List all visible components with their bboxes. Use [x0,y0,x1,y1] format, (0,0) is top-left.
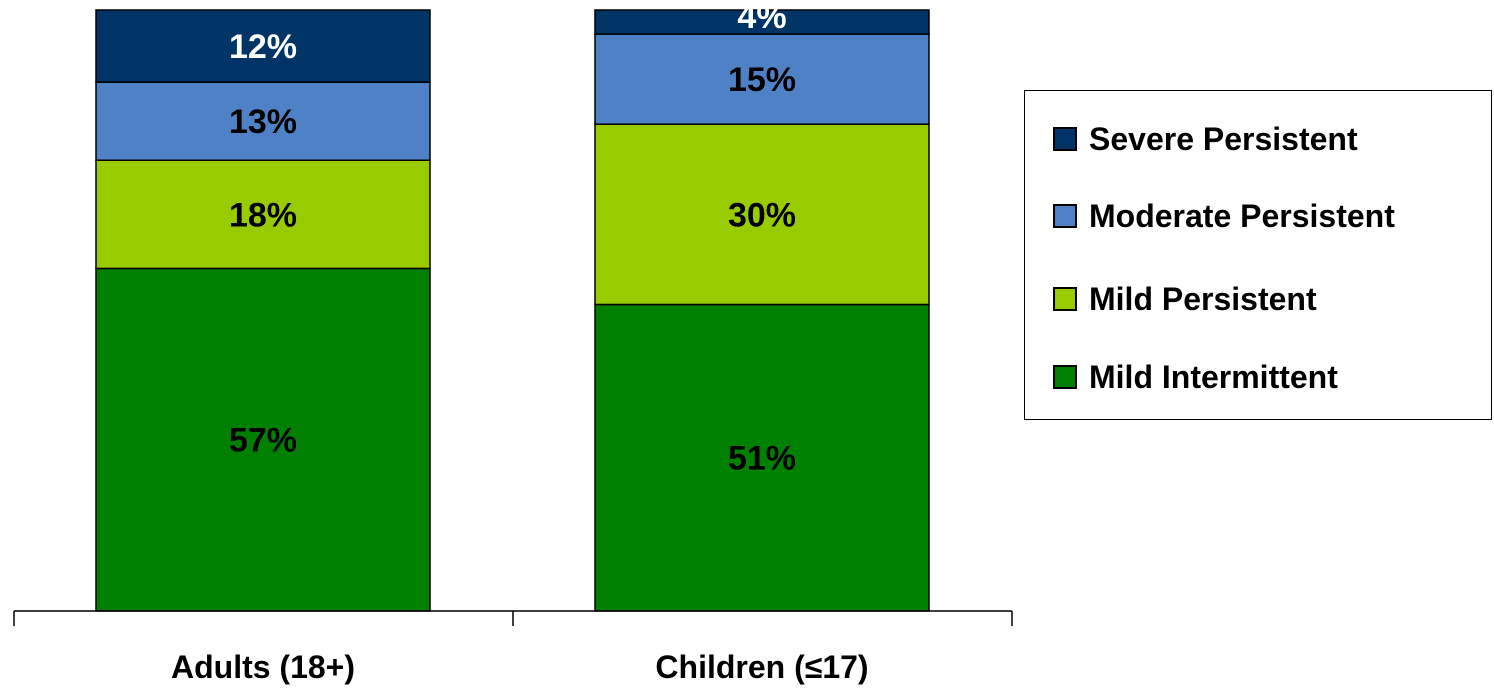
data-label-children-17-mild-intermittent: 51% [728,440,796,478]
legend-swatch-mild-persistent [1053,287,1077,311]
bar-segment-children-17-severe-persistent [594,9,930,35]
bars-group: 57% 18% 13% 12% 51% 30% 15% 4% [95,0,930,612]
legend-swatch-mild-intermittent [1053,365,1077,389]
legend-item-severe-persistent: Severe Persistent [1053,119,1358,159]
legend-item-moderate-persistent: Moderate Persistent [1053,196,1395,236]
legend-swatch-moderate-persistent [1053,204,1077,228]
bar-segment-adults-18-moderate-persistent [95,81,431,161]
category-label-children-17: Children (≤17) [655,649,868,685]
data-label-children-17-severe-persistent: 4% [737,0,786,36]
data-label-adults-18-mild-intermittent: 57% [229,422,297,460]
data-label-adults-18-moderate-persistent: 13% [229,103,297,141]
bar-segment-children-17-mild-persistent [594,123,930,306]
category-label-adults-18: Adults (18+) [171,649,355,685]
bar-segment-children-17-mild-intermittent [594,303,930,612]
bar-segment-adults-18-mild-intermittent [95,267,431,612]
legend-label-mild-intermittent: Mild Intermittent [1089,358,1338,395]
legend-item-mild-persistent: Mild Persistent [1053,279,1317,319]
x-axis [13,610,1013,626]
legend-swatch-severe-persistent [1053,127,1077,151]
data-label-children-17-moderate-persistent: 15% [728,61,796,99]
legend-label-severe-persistent: Severe Persistent [1089,120,1358,157]
data-label-adults-18-mild-persistent: 18% [229,196,297,234]
legend-label-mild-persistent: Mild Persistent [1089,280,1317,317]
bar-segment-adults-18-severe-persistent [95,9,431,83]
legend-item-mild-intermittent: Mild Intermittent [1053,357,1338,397]
bar-segment-children-17-moderate-persistent [594,33,930,125]
legend-label-moderate-persistent: Moderate Persistent [1089,197,1395,234]
category-labels: Adults (18+) Children (≤17) [171,649,869,685]
legend: Severe Persistent Moderate Persistent Mi… [1024,90,1492,420]
data-label-children-17-mild-persistent: 30% [728,196,796,234]
data-label-adults-18-severe-persistent: 12% [229,28,297,66]
